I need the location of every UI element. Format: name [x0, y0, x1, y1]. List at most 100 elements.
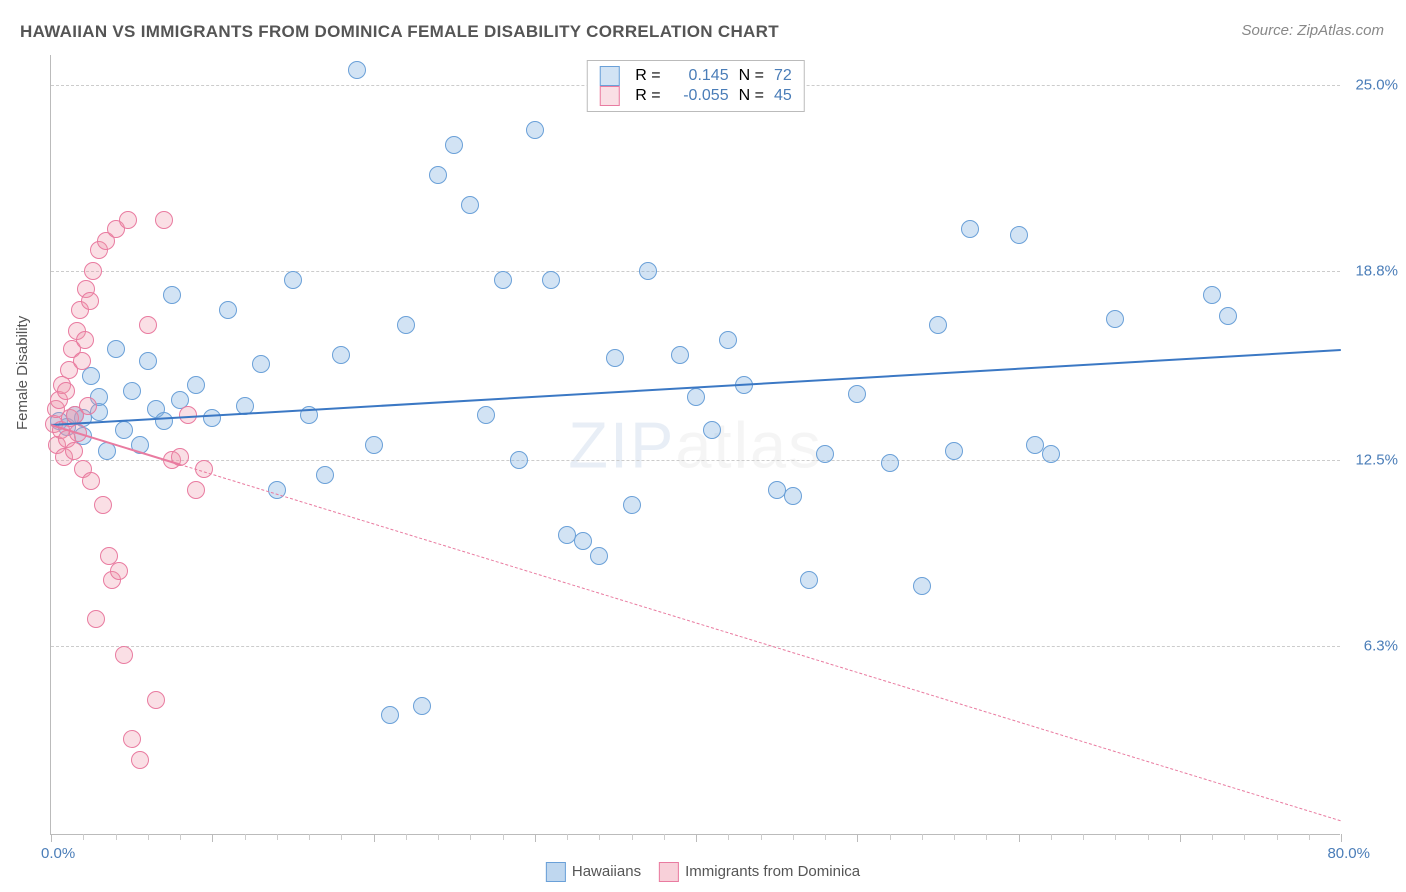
legend-item-hawaiians: Hawaiians	[546, 862, 641, 882]
x-tick-minor	[277, 834, 278, 840]
x-tick-minor	[438, 834, 439, 840]
data-point	[110, 562, 128, 580]
r-label: R =	[635, 67, 660, 85]
x-tick-minor	[1148, 834, 1149, 840]
data-point	[163, 286, 181, 304]
data-point	[1203, 286, 1221, 304]
data-point	[187, 481, 205, 499]
x-tick	[1019, 834, 1020, 842]
data-point	[590, 547, 608, 565]
x-tick	[696, 834, 697, 842]
data-point	[252, 355, 270, 373]
data-point	[155, 211, 173, 229]
x-tick-minor	[567, 834, 568, 840]
data-point	[848, 385, 866, 403]
data-point	[65, 442, 83, 460]
trend-line	[180, 464, 1341, 821]
data-point	[881, 454, 899, 472]
watermark: ZIPatlas	[568, 407, 822, 482]
x-tick-minor	[503, 834, 504, 840]
x-tick-minor	[761, 834, 762, 840]
data-point	[945, 442, 963, 460]
data-point	[123, 730, 141, 748]
data-point	[671, 346, 689, 364]
data-point	[123, 382, 141, 400]
data-point	[719, 331, 737, 349]
data-point	[73, 352, 91, 370]
data-point	[219, 301, 237, 319]
trend-line	[51, 349, 1341, 426]
x-tick-minor	[1051, 834, 1052, 840]
x-tick-minor	[83, 834, 84, 840]
legend-swatch-dominica	[599, 86, 619, 106]
legend-row-dominica: R = -0.055 N = 45	[599, 86, 791, 106]
y-tick-label: 6.3%	[1364, 638, 1398, 655]
data-point	[82, 472, 100, 490]
data-point	[1106, 310, 1124, 328]
data-point	[107, 340, 125, 358]
data-point	[284, 271, 302, 289]
x-tick-minor	[1309, 834, 1310, 840]
data-point	[574, 532, 592, 550]
data-point	[147, 691, 165, 709]
data-point	[87, 610, 105, 628]
x-tick	[374, 834, 375, 842]
x-min-label: 0.0%	[41, 845, 75, 862]
data-point	[510, 451, 528, 469]
n-label: N =	[739, 67, 764, 85]
data-point	[115, 646, 133, 664]
n-label: N =	[739, 87, 764, 105]
data-point	[365, 436, 383, 454]
x-tick-minor	[1277, 834, 1278, 840]
n-value-dominica: 45	[774, 87, 792, 105]
y-tick-label: 12.5%	[1355, 452, 1398, 469]
data-point	[477, 406, 495, 424]
x-tick-minor	[632, 834, 633, 840]
chart-title: HAWAIIAN VS IMMIGRANTS FROM DOMINICA FEM…	[20, 22, 779, 42]
data-point	[81, 292, 99, 310]
y-tick-label: 25.0%	[1355, 77, 1398, 94]
x-tick-minor	[664, 834, 665, 840]
data-point	[381, 706, 399, 724]
r-value-hawaiians: 0.145	[671, 67, 729, 85]
data-point	[606, 349, 624, 367]
legend-swatch-icon	[546, 862, 566, 882]
watermark-brand-b: atlas	[675, 408, 822, 481]
chart-container: HAWAIIAN VS IMMIGRANTS FROM DOMINICA FEM…	[0, 0, 1406, 892]
y-axis-label: Female Disability	[14, 316, 31, 430]
data-point	[800, 571, 818, 589]
data-point	[76, 331, 94, 349]
plot-area: ZIPatlas R = 0.145 N = 72 R = -0.055 N =…	[50, 55, 1340, 835]
data-point	[1010, 226, 1028, 244]
x-tick-minor	[1244, 834, 1245, 840]
data-point	[526, 121, 544, 139]
data-point	[461, 196, 479, 214]
x-tick-minor	[180, 834, 181, 840]
data-point	[187, 376, 205, 394]
data-point	[139, 352, 157, 370]
x-tick	[1341, 834, 1342, 842]
data-point	[429, 166, 447, 184]
data-point	[79, 397, 97, 415]
x-tick-minor	[309, 834, 310, 840]
data-point	[413, 697, 431, 715]
x-tick-minor	[954, 834, 955, 840]
x-tick	[857, 834, 858, 842]
x-tick-minor	[728, 834, 729, 840]
legend-swatch-icon	[659, 862, 679, 882]
data-point	[397, 316, 415, 334]
data-point	[623, 496, 641, 514]
correlation-legend: R = 0.145 N = 72 R = -0.055 N = 45	[586, 60, 804, 112]
data-point	[961, 220, 979, 238]
data-point	[703, 421, 721, 439]
data-point	[84, 262, 102, 280]
x-tick-minor	[148, 834, 149, 840]
x-tick-minor	[470, 834, 471, 840]
data-point	[348, 61, 366, 79]
data-point	[639, 262, 657, 280]
data-point	[139, 316, 157, 334]
watermark-brand-a: ZIP	[568, 408, 675, 481]
legend-item-dominica: Immigrants from Dominica	[659, 862, 860, 882]
data-point	[784, 487, 802, 505]
x-tick	[212, 834, 213, 842]
